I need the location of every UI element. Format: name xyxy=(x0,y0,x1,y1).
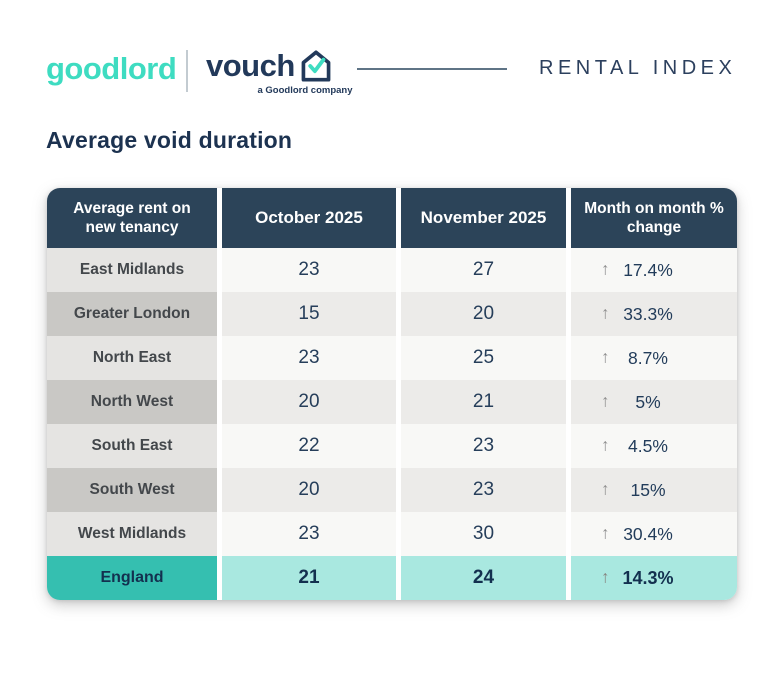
change-cell: ↑ 5% xyxy=(571,380,737,424)
change-value: 30.4% xyxy=(623,523,673,544)
october-value-cell: 20 xyxy=(222,468,396,512)
change-value: 14.3% xyxy=(622,567,674,588)
up-arrow-icon: ↑ xyxy=(601,435,610,455)
change-cell: ↑ 8.7% xyxy=(571,336,737,380)
header-rule xyxy=(357,68,507,70)
region-cell: West Midlands xyxy=(47,512,217,556)
change-value: 33.3% xyxy=(623,303,673,324)
november-value-cell: 21 xyxy=(401,380,566,424)
region-cell-england: England xyxy=(47,556,217,600)
november-value-cell: 25 xyxy=(401,336,566,380)
november-value-cell: 23 xyxy=(401,424,566,468)
november-value-cell: 23 xyxy=(401,468,566,512)
up-arrow-icon: ↑ xyxy=(601,391,610,411)
up-arrow-icon: ↑ xyxy=(601,523,610,543)
october-value-cell: 15 xyxy=(222,292,396,336)
region-cell: South West xyxy=(47,468,217,512)
november-value-cell: 27 xyxy=(401,248,566,292)
change-value: 4.5% xyxy=(628,435,668,456)
change-cell: ↑ 4.5% xyxy=(571,424,737,468)
column-header-november: November 2025 xyxy=(401,188,566,248)
up-arrow-icon: ↑ xyxy=(601,567,610,587)
region-cell: Greater London xyxy=(47,292,217,336)
november-value-cell: 30 xyxy=(401,512,566,556)
vouch-house-check-icon xyxy=(301,50,331,82)
october-value-cell: 23 xyxy=(222,512,396,556)
void-duration-table: Average rent on new tenancy October 2025… xyxy=(47,188,737,600)
change-value: 15% xyxy=(630,479,666,500)
up-arrow-icon: ↑ xyxy=(601,259,610,279)
october-value-cell: 23 xyxy=(222,336,396,380)
vouch-logo: vouch xyxy=(206,48,331,84)
page-title: Average void duration xyxy=(46,127,293,153)
column-header-october: October 2025 xyxy=(222,188,396,248)
region-cell: North East xyxy=(47,336,217,380)
vouch-wordmark: vouch xyxy=(206,48,295,83)
region-cell: North West xyxy=(47,380,217,424)
october-value-cell: 20 xyxy=(222,380,396,424)
rental-index-label: RENTAL INDEX xyxy=(539,57,737,79)
change-value: 8.7% xyxy=(628,347,668,368)
up-arrow-icon: ↑ xyxy=(601,347,610,367)
change-cell: ↑ 17.4% xyxy=(571,248,737,292)
region-cell: South East xyxy=(47,424,217,468)
october-value-cell: 23 xyxy=(222,248,396,292)
column-header-region: Average rent on new tenancy xyxy=(47,188,217,248)
change-cell: ↑ 33.3% xyxy=(571,292,737,336)
brand-header: goodlord vouch a Goodlord company RENTAL… xyxy=(0,0,784,120)
up-arrow-icon: ↑ xyxy=(601,303,610,323)
change-cell: ↑ 30.4% xyxy=(571,512,737,556)
october-value-cell: 22 xyxy=(222,424,396,468)
change-cell: ↑ 15% xyxy=(571,468,737,512)
goodlord-logo: goodlord xyxy=(46,51,177,86)
logo-divider xyxy=(186,50,188,92)
vouch-subline: a Goodlord company xyxy=(257,85,353,96)
up-arrow-icon: ↑ xyxy=(601,479,610,499)
change-value: 5% xyxy=(635,391,661,412)
region-cell: East Midlands xyxy=(47,248,217,292)
change-value: 17.4% xyxy=(623,259,673,280)
november-value-cell: 24 xyxy=(401,556,566,600)
change-cell: ↑ 14.3% xyxy=(571,556,737,600)
column-header-change: Month on month % change xyxy=(571,188,737,248)
october-value-cell: 21 xyxy=(222,556,396,600)
november-value-cell: 20 xyxy=(401,292,566,336)
